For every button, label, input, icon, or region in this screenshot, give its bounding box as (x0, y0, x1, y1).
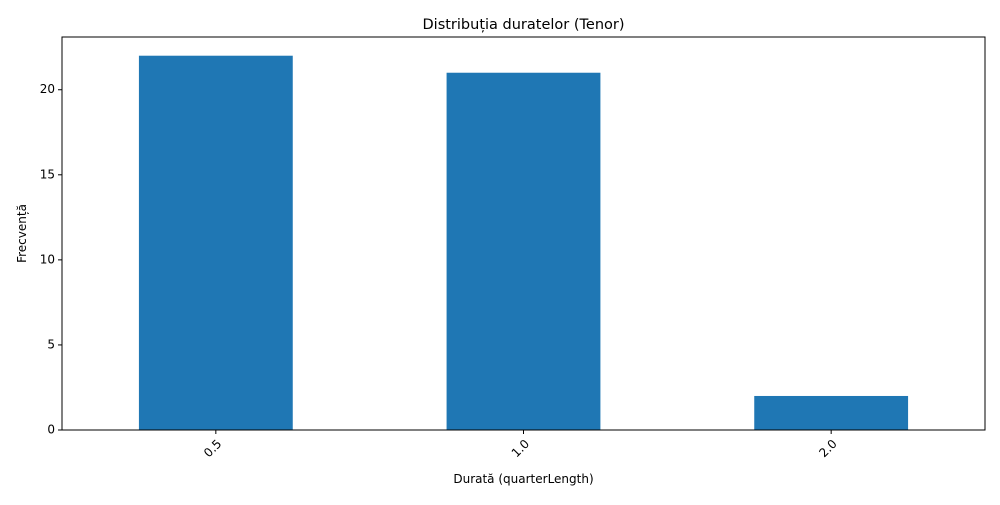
y-tick-label: 20 (40, 82, 55, 96)
plot-frame (61, 36, 986, 431)
y-axis-ticks: 0 5 10 15 20 (40, 82, 62, 437)
x-tick-label: 1.0 (509, 437, 532, 460)
y-tick-label: 5 (47, 337, 55, 351)
bars-group (138, 55, 909, 431)
y-tick-label: 10 (40, 252, 55, 266)
bar-2.0 (754, 395, 909, 430)
y-axis-title: Frecvență (15, 204, 29, 263)
bar-0.5 (138, 55, 293, 431)
x-axis-title: Durată (quarterLength) (453, 472, 593, 486)
x-axis-ticks: 0.5 1.0 2.0 (201, 430, 840, 460)
chart-title: Distribuția duratelor (Tenor) (423, 17, 625, 33)
bar-1.0 (446, 72, 601, 430)
y-tick-label: 0 (47, 423, 55, 437)
x-tick-label: 0.5 (201, 437, 224, 460)
y-tick-label: 15 (40, 167, 55, 181)
x-tick-label: 2.0 (816, 437, 839, 460)
